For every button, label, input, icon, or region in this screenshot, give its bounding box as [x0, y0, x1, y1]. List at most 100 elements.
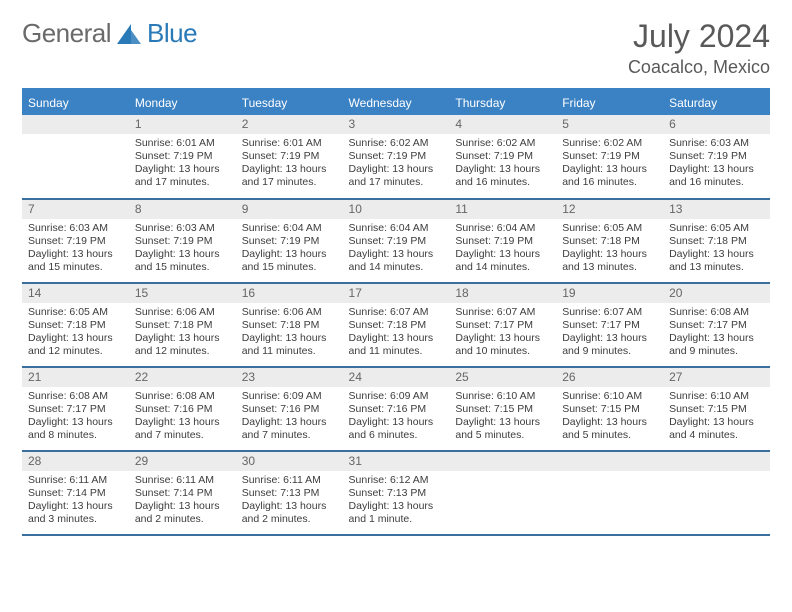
- sunset-line: Sunset: 7:18 PM: [135, 319, 230, 332]
- day-number: 31: [343, 452, 450, 471]
- calendar-day-cell: 15Sunrise: 6:06 AMSunset: 7:18 PMDayligh…: [129, 283, 236, 367]
- daylight-line: Daylight: 13 hours and 15 minutes.: [28, 248, 123, 274]
- calendar-week-row: 14Sunrise: 6:05 AMSunset: 7:18 PMDayligh…: [22, 283, 770, 367]
- day-details: Sunrise: 6:01 AMSunset: 7:19 PMDaylight:…: [129, 134, 236, 194]
- sunrise-line: Sunrise: 6:04 AM: [349, 222, 444, 235]
- weekday-header: Tuesday: [236, 90, 343, 116]
- day-number: 28: [22, 452, 129, 471]
- day-details: Sunrise: 6:08 AMSunset: 7:16 PMDaylight:…: [129, 387, 236, 447]
- sunset-line: Sunset: 7:19 PM: [349, 235, 444, 248]
- daylight-line: Daylight: 13 hours and 17 minutes.: [242, 163, 337, 189]
- day-number: 30: [236, 452, 343, 471]
- sunrise-line: Sunrise: 6:08 AM: [669, 306, 764, 319]
- day-number: 17: [343, 284, 450, 303]
- sunset-line: Sunset: 7:18 PM: [562, 235, 657, 248]
- daylight-line: Daylight: 13 hours and 17 minutes.: [135, 163, 230, 189]
- daylight-line: Daylight: 13 hours and 8 minutes.: [28, 416, 123, 442]
- calendar-day-cell: 27Sunrise: 6:10 AMSunset: 7:15 PMDayligh…: [663, 367, 770, 451]
- day-details: Sunrise: 6:05 AMSunset: 7:18 PMDaylight:…: [556, 219, 663, 279]
- day-number: 2: [236, 115, 343, 134]
- day-number: 21: [22, 368, 129, 387]
- day-details: Sunrise: 6:07 AMSunset: 7:18 PMDaylight:…: [343, 303, 450, 363]
- sunset-line: Sunset: 7:14 PM: [135, 487, 230, 500]
- daylight-line: Daylight: 13 hours and 14 minutes.: [455, 248, 550, 274]
- day-number: 12: [556, 200, 663, 219]
- sunrise-line: Sunrise: 6:01 AM: [242, 137, 337, 150]
- sunset-line: Sunset: 7:19 PM: [135, 150, 230, 163]
- sunset-line: Sunset: 7:19 PM: [455, 150, 550, 163]
- day-details: Sunrise: 6:02 AMSunset: 7:19 PMDaylight:…: [556, 134, 663, 194]
- calendar-day-cell: 3Sunrise: 6:02 AMSunset: 7:19 PMDaylight…: [343, 115, 450, 199]
- daylight-line: Daylight: 13 hours and 16 minutes.: [669, 163, 764, 189]
- day-number: 4: [449, 115, 556, 134]
- logo-text-blue: Blue: [147, 18, 197, 49]
- sunset-line: Sunset: 7:17 PM: [669, 319, 764, 332]
- sunset-line: Sunset: 7:17 PM: [28, 403, 123, 416]
- logo-text-general: General: [22, 18, 111, 49]
- day-details: Sunrise: 6:08 AMSunset: 7:17 PMDaylight:…: [663, 303, 770, 363]
- sunrise-line: Sunrise: 6:07 AM: [349, 306, 444, 319]
- calendar-day-cell: 12Sunrise: 6:05 AMSunset: 7:18 PMDayligh…: [556, 199, 663, 283]
- sunset-line: Sunset: 7:16 PM: [242, 403, 337, 416]
- calendar-day-cell: 16Sunrise: 6:06 AMSunset: 7:18 PMDayligh…: [236, 283, 343, 367]
- day-details: Sunrise: 6:06 AMSunset: 7:18 PMDaylight:…: [236, 303, 343, 363]
- sunrise-line: Sunrise: 6:02 AM: [562, 137, 657, 150]
- daylight-line: Daylight: 13 hours and 11 minutes.: [242, 332, 337, 358]
- sunrise-line: Sunrise: 6:01 AM: [135, 137, 230, 150]
- day-number: 16: [236, 284, 343, 303]
- calendar-day-cell: 6Sunrise: 6:03 AMSunset: 7:19 PMDaylight…: [663, 115, 770, 199]
- calendar-empty-cell: [22, 115, 129, 199]
- day-details: Sunrise: 6:05 AMSunset: 7:18 PMDaylight:…: [22, 303, 129, 363]
- day-details: Sunrise: 6:09 AMSunset: 7:16 PMDaylight:…: [236, 387, 343, 447]
- calendar-day-cell: 11Sunrise: 6:04 AMSunset: 7:19 PMDayligh…: [449, 199, 556, 283]
- weekday-header: Thursday: [449, 90, 556, 116]
- daylight-line: Daylight: 13 hours and 2 minutes.: [135, 500, 230, 526]
- calendar-day-cell: 18Sunrise: 6:07 AMSunset: 7:17 PMDayligh…: [449, 283, 556, 367]
- sunrise-line: Sunrise: 6:03 AM: [135, 222, 230, 235]
- calendar-day-cell: 9Sunrise: 6:04 AMSunset: 7:19 PMDaylight…: [236, 199, 343, 283]
- weekday-header: Monday: [129, 90, 236, 116]
- calendar-day-cell: 1Sunrise: 6:01 AMSunset: 7:19 PMDaylight…: [129, 115, 236, 199]
- calendar-empty-cell: [449, 451, 556, 535]
- month-title: July 2024: [628, 18, 770, 55]
- daylight-line: Daylight: 13 hours and 5 minutes.: [455, 416, 550, 442]
- sunrise-line: Sunrise: 6:11 AM: [135, 474, 230, 487]
- sunset-line: Sunset: 7:16 PM: [135, 403, 230, 416]
- sunrise-line: Sunrise: 6:02 AM: [349, 137, 444, 150]
- sunrise-line: Sunrise: 6:12 AM: [349, 474, 444, 487]
- logo-triangle-icon: [117, 24, 141, 44]
- sunrise-line: Sunrise: 6:03 AM: [28, 222, 123, 235]
- calendar-day-cell: 28Sunrise: 6:11 AMSunset: 7:14 PMDayligh…: [22, 451, 129, 535]
- daylight-line: Daylight: 13 hours and 5 minutes.: [562, 416, 657, 442]
- day-number: 15: [129, 284, 236, 303]
- daylight-line: Daylight: 13 hours and 11 minutes.: [349, 332, 444, 358]
- sunset-line: Sunset: 7:17 PM: [562, 319, 657, 332]
- daylight-line: Daylight: 13 hours and 1 minute.: [349, 500, 444, 526]
- sunrise-line: Sunrise: 6:11 AM: [28, 474, 123, 487]
- calendar-day-cell: 30Sunrise: 6:11 AMSunset: 7:13 PMDayligh…: [236, 451, 343, 535]
- daylight-line: Daylight: 13 hours and 2 minutes.: [242, 500, 337, 526]
- day-number: 29: [129, 452, 236, 471]
- daylight-line: Daylight: 13 hours and 13 minutes.: [562, 248, 657, 274]
- calendar-day-cell: 13Sunrise: 6:05 AMSunset: 7:18 PMDayligh…: [663, 199, 770, 283]
- header: General Blue July 2024 Coacalco, Mexico: [22, 18, 770, 78]
- day-number-bar: [663, 452, 770, 471]
- day-details: Sunrise: 6:10 AMSunset: 7:15 PMDaylight:…: [449, 387, 556, 447]
- sunrise-line: Sunrise: 6:05 AM: [562, 222, 657, 235]
- day-details: Sunrise: 6:05 AMSunset: 7:18 PMDaylight:…: [663, 219, 770, 279]
- calendar-day-cell: 10Sunrise: 6:04 AMSunset: 7:19 PMDayligh…: [343, 199, 450, 283]
- calendar-day-cell: 5Sunrise: 6:02 AMSunset: 7:19 PMDaylight…: [556, 115, 663, 199]
- day-number: 20: [663, 284, 770, 303]
- sunrise-line: Sunrise: 6:02 AM: [455, 137, 550, 150]
- daylight-line: Daylight: 13 hours and 16 minutes.: [455, 163, 550, 189]
- calendar-day-cell: 19Sunrise: 6:07 AMSunset: 7:17 PMDayligh…: [556, 283, 663, 367]
- day-details: Sunrise: 6:06 AMSunset: 7:18 PMDaylight:…: [129, 303, 236, 363]
- day-number: 3: [343, 115, 450, 134]
- daylight-line: Daylight: 13 hours and 10 minutes.: [455, 332, 550, 358]
- sunset-line: Sunset: 7:19 PM: [28, 235, 123, 248]
- calendar-day-cell: 25Sunrise: 6:10 AMSunset: 7:15 PMDayligh…: [449, 367, 556, 451]
- sunset-line: Sunset: 7:19 PM: [669, 150, 764, 163]
- day-number: 9: [236, 200, 343, 219]
- daylight-line: Daylight: 13 hours and 14 minutes.: [349, 248, 444, 274]
- calendar-day-cell: 21Sunrise: 6:08 AMSunset: 7:17 PMDayligh…: [22, 367, 129, 451]
